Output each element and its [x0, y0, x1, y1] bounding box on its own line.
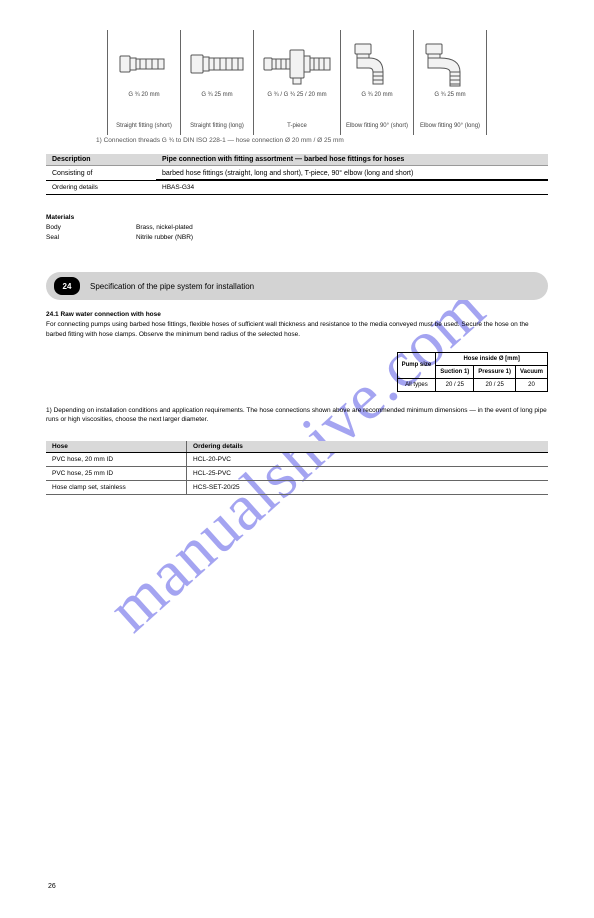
body-paragraph: 24.1 Raw water connection with hose For … — [46, 310, 548, 339]
acc-cell: Hose clamp set, stainless — [46, 481, 187, 495]
materials-val: Brass, nickel-plated — [136, 223, 193, 233]
table-row: PVC hose, 20 mm ID HCL-20-PVC — [46, 453, 548, 467]
spec-cell: All types — [397, 378, 436, 391]
spec-sub-head: Suction 1) — [436, 365, 474, 378]
body-subtitle: 24.1 Raw water connection with hose — [46, 310, 548, 320]
materials-val: Nitrile rubber (NBR) — [136, 233, 193, 243]
fitting-dims: G ¾ 25 mm — [201, 92, 232, 99]
fitting-label: Straight fitting (short) — [108, 123, 180, 129]
spec-cell: 20 / 25 — [474, 378, 516, 391]
fitting-label: T-piece — [254, 123, 340, 129]
acc-cell: PVC hose, 25 mm ID — [46, 467, 187, 481]
desc-data-left: Ordering details — [46, 184, 156, 191]
spec-table: Pump size Hose inside Ø [mm] Suction 1) … — [397, 352, 548, 392]
desc-data-right: HBAS-G34 — [156, 184, 548, 191]
desc-header-right: Pipe connection with fitting assortment … — [156, 154, 548, 165]
spec-sub-head: Vacuum — [515, 365, 547, 378]
fitting-straight-short-icon — [116, 40, 172, 88]
fitting-elbow-long: G ¾ 25 mm Elbow fitting 90° (long) — [413, 30, 487, 135]
fitting-dims: G ¾ 20 mm — [361, 92, 392, 99]
acc-head-1: Hose — [46, 441, 187, 453]
accessories-table: Hose Ordering details PVC hose, 20 mm ID… — [46, 441, 548, 495]
fitting-label: Elbow fitting 90° (long) — [414, 123, 486, 129]
desc-header-row: Description Pipe connection with fitting… — [46, 154, 548, 166]
fitting-tpiece: G ¾ / G ¾ 25 / 20 mm T-piece — [253, 30, 340, 135]
fitting-elbow-short-icon — [349, 40, 405, 88]
acc-cell: HCL-20-PVC — [187, 453, 548, 467]
desc-data-row: Ordering details HBAS-G34 — [46, 181, 548, 195]
fitting-label: Elbow fitting 90° (short) — [341, 123, 413, 129]
spec-col0-head: Pump size — [397, 352, 436, 378]
acc-cell: HCS-SET-20/25 — [187, 481, 548, 495]
table-row: Hose clamp set, stainless HCS-SET-20/25 — [46, 481, 548, 495]
materials-title: Materials — [46, 213, 548, 223]
desc-subhead-left: Consisting of — [46, 168, 156, 180]
materials-key: Body — [46, 223, 136, 233]
table-row: PVC hose, 25 mm ID HCL-25-PVC — [46, 467, 548, 481]
fitting-dims: G ¾ 25 mm — [434, 92, 465, 99]
desc-subhead-right: barbed hose fittings (straight, long and… — [156, 168, 548, 180]
fitting-straight-short: G ¾ 20 mm Straight fitting (short) — [107, 30, 180, 135]
fitting-elbow-short: G ¾ 20 mm Elbow fitting 90° (short) — [340, 30, 413, 135]
desc-header-left: Description — [46, 154, 156, 165]
spec-group-head: Hose inside Ø [mm] — [436, 352, 548, 365]
materials-row: Seal Nitrile rubber (NBR) — [46, 233, 548, 243]
note-block: 1) Depending on installation conditions … — [46, 406, 548, 426]
section-number-badge: 24 — [54, 277, 80, 295]
fittings-row: G ¾ 20 mm Straight fitting (short) G ¾ 2… — [46, 30, 548, 135]
fittings-row-footnote: 1) Connection threads G ¾ to DIN ISO 228… — [96, 137, 548, 144]
acc-cell: PVC hose, 20 mm ID — [46, 453, 187, 467]
acc-cell: HCL-25-PVC — [187, 467, 548, 481]
materials-row: Body Brass, nickel-plated — [46, 223, 548, 233]
spec-cell: 20 / 25 — [436, 378, 474, 391]
spec-table-wrap: Pump size Hose inside Ø [mm] Suction 1) … — [46, 352, 548, 392]
materials-key: Seal — [46, 233, 136, 243]
fitting-straight-long: G ¾ 25 mm Straight fitting (long) — [180, 30, 253, 135]
fitting-straight-long-icon — [189, 40, 245, 88]
acc-head-2: Ordering details — [187, 441, 548, 453]
fitting-tpiece-icon — [262, 40, 332, 88]
spec-cell: 20 — [515, 378, 547, 391]
section-pill: 24 Specification of the pipe system for … — [46, 272, 548, 300]
page: G ¾ 20 mm Straight fitting (short) G ¾ 2… — [0, 0, 594, 918]
page-number: 26 — [48, 883, 56, 890]
spec-sub-head: Pressure 1) — [474, 365, 516, 378]
materials-block: Materials Body Brass, nickel-plated Seal… — [46, 213, 548, 242]
fitting-dims: G ¾ 20 mm — [128, 92, 159, 99]
body-text: For connecting pumps using barbed hose f… — [46, 320, 548, 340]
section-title: Specification of the pipe system for ins… — [90, 282, 254, 291]
fitting-dims: G ¾ / G ¾ 25 / 20 mm — [267, 92, 326, 99]
fitting-label: Straight fitting (long) — [181, 123, 253, 129]
fitting-elbow-long-icon — [422, 40, 478, 88]
desc-subhead-row: Consisting of barbed hose fittings (stra… — [46, 168, 548, 181]
